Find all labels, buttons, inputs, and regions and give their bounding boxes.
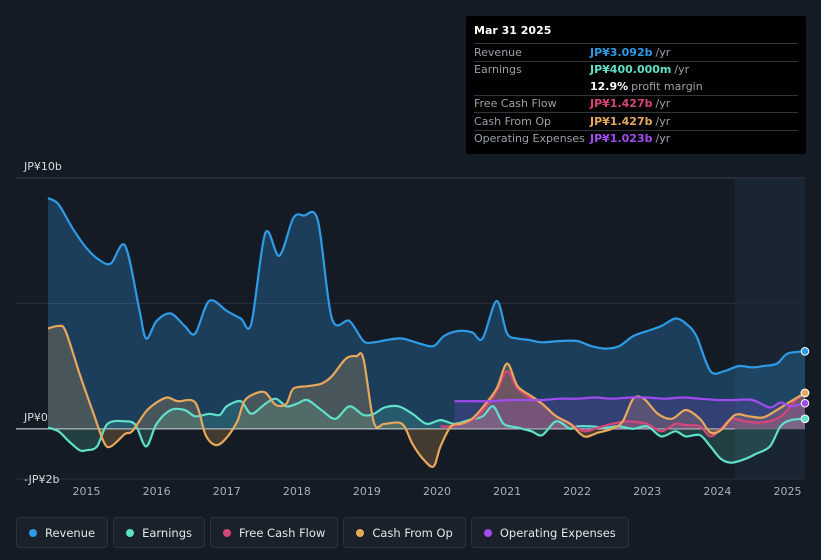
tooltip-label: Cash From Op [474, 114, 552, 128]
tooltip-value: JP¥1.427b [590, 97, 653, 111]
legend-item-revenue[interactable]: Revenue [16, 517, 109, 548]
operating-expenses-endpoint [800, 398, 810, 408]
tooltip-row: Free Cash Flow JP¥1.427b/yr [474, 94, 798, 113]
x-tick-label: 2018 [283, 485, 311, 498]
revenue-area [48, 198, 805, 429]
tooltip-row: Cash From Op JP¥1.427b/yr [474, 112, 798, 130]
tooltip-row: 12.9% profit margin [474, 78, 798, 95]
x-tick-label: 2015 [73, 485, 101, 498]
highlight-band [734, 178, 805, 479]
legend-label: Cash From Op [372, 525, 453, 540]
legend-item-cash-from-op[interactable]: Cash From Op [343, 517, 466, 548]
x-tick-label: 2022 [563, 485, 591, 498]
x-tick-label: 2025 [773, 485, 801, 498]
cash-from-op-endpoint [800, 388, 810, 398]
earnings-endpoint [800, 414, 810, 424]
legend-item-free-cash-flow[interactable]: Free Cash Flow [210, 517, 339, 548]
earnings-line [47, 397, 806, 464]
tooltip-suffix: /yr [655, 114, 671, 128]
tooltip-label: Operating Expenses [474, 132, 585, 146]
cash-from-op-line [47, 324, 806, 468]
legend-dot-icon [29, 528, 37, 537]
earnings-area [48, 398, 805, 463]
tooltip-suffix: profit margin [631, 79, 703, 93]
x-tick-label: 2023 [633, 485, 661, 498]
x-tick-label: 2020 [423, 485, 451, 498]
legend-dot-icon [483, 528, 492, 537]
tooltip-value: JP¥3.092b [590, 45, 653, 59]
legend-label: Operating Expenses [499, 525, 616, 540]
tooltip-label: Earnings [474, 63, 522, 77]
tooltip-suffix: /yr [655, 132, 671, 146]
tooltip-row: Revenue JP¥3.092b/yr [474, 43, 798, 61]
operating-expenses-line [454, 396, 806, 409]
legend-dot-icon [223, 528, 231, 537]
tooltip-suffix: /yr [655, 45, 671, 59]
operating-expenses-area [454, 397, 805, 429]
x-tick-label: 2024 [703, 485, 731, 498]
y-tick-label: JP¥10b [23, 160, 62, 173]
tooltip-suffix: /yr [674, 63, 690, 77]
free-cash-flow-line [440, 370, 806, 438]
legend-dot-icon [356, 528, 365, 537]
tooltip-row: Earnings JP¥400.000m/yr [474, 60, 798, 79]
tooltip-value: JP¥1.427b [590, 114, 653, 128]
revenue-endpoint [800, 347, 810, 356]
cash-from-op-area [48, 325, 805, 467]
x-tick-label: 2017 [213, 485, 241, 498]
legend-dot-icon [126, 528, 135, 537]
y-tick-label: -JP¥2b [24, 473, 59, 486]
y-tick-label: JP¥0 [23, 411, 48, 424]
tooltip-label: Revenue [474, 45, 522, 59]
legend-item-earnings[interactable]: Earnings [113, 517, 205, 548]
tooltip-row: Operating Expenses JP¥1.023b/yr [474, 129, 798, 148]
legend-label: Revenue [45, 525, 96, 540]
tooltip-date: Mar 31 2025 [474, 24, 552, 37]
legend-label: Earnings [142, 525, 192, 540]
revenue-line [47, 197, 806, 375]
tooltip-suffix: /yr [655, 97, 671, 111]
free-cash-flow-area [440, 371, 805, 437]
tooltip-value: JP¥1.023b [590, 132, 653, 146]
x-tick-label: 2016 [143, 485, 171, 498]
x-tick-label: 2019 [353, 485, 381, 498]
x-tick-label: 2021 [493, 485, 521, 498]
tooltip-value: 12.9% [590, 79, 629, 93]
tooltip-label: Free Cash Flow [474, 97, 557, 111]
legend: Revenue Earnings Free Cash Flow Cash From O… [16, 517, 629, 548]
legend-item-operating-expenses[interactable]: Operating Expenses [470, 517, 629, 548]
tooltip-panel: Mar 31 2025 Revenue JP¥3.092b/yr Earnings J… [466, 16, 806, 154]
legend-label: Free Cash Flow [239, 525, 326, 540]
tooltip-value: JP¥400.000m [590, 63, 672, 77]
